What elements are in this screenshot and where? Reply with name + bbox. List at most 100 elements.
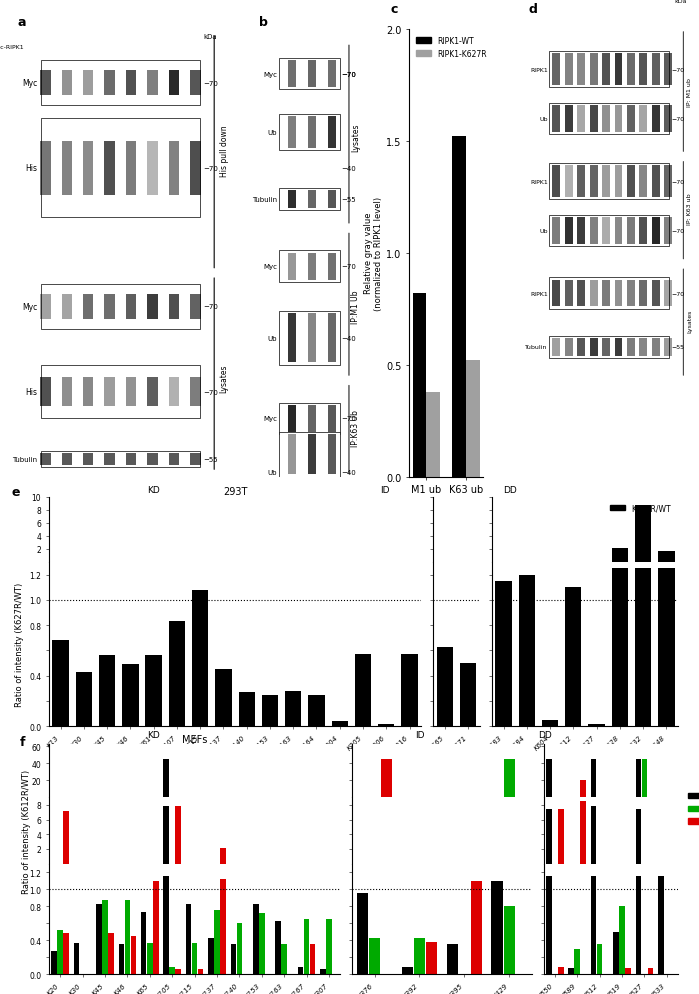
Bar bbox=[426, 392, 440, 477]
Bar bbox=[580, 801, 586, 864]
Bar bbox=[577, 338, 585, 357]
Bar bbox=[288, 434, 296, 475]
Bar bbox=[75, 672, 92, 727]
Bar bbox=[658, 569, 675, 727]
Bar bbox=[52, 641, 69, 727]
FancyBboxPatch shape bbox=[41, 451, 200, 467]
Bar bbox=[308, 695, 324, 727]
Bar bbox=[102, 901, 108, 974]
Text: −70: −70 bbox=[672, 116, 684, 122]
Bar bbox=[40, 72, 50, 95]
Bar bbox=[664, 280, 672, 307]
Bar bbox=[591, 759, 596, 797]
Bar bbox=[651, 280, 660, 307]
Bar bbox=[414, 938, 425, 974]
Bar bbox=[190, 378, 201, 407]
Bar bbox=[164, 877, 169, 974]
Bar bbox=[602, 166, 610, 198]
Bar bbox=[466, 361, 480, 477]
FancyBboxPatch shape bbox=[280, 115, 340, 150]
Legend: K627R/WT: K627R/WT bbox=[607, 501, 675, 516]
Bar bbox=[83, 72, 94, 95]
Text: Lysates: Lysates bbox=[219, 365, 229, 393]
Text: −70: −70 bbox=[203, 304, 218, 310]
Bar bbox=[147, 942, 152, 974]
Bar bbox=[552, 218, 561, 245]
Bar bbox=[591, 877, 596, 974]
Bar bbox=[640, 338, 647, 357]
Bar bbox=[565, 106, 572, 133]
Text: −70: −70 bbox=[203, 389, 218, 396]
Bar bbox=[104, 295, 115, 319]
Bar bbox=[190, 141, 201, 196]
Bar bbox=[635, 809, 641, 864]
Bar bbox=[640, 218, 647, 245]
Bar bbox=[612, 548, 628, 563]
Text: Ub: Ub bbox=[268, 129, 278, 136]
Bar bbox=[57, 930, 63, 974]
Text: −40: −40 bbox=[342, 335, 356, 342]
Bar bbox=[452, 137, 466, 477]
Bar bbox=[577, 218, 585, 245]
Bar bbox=[651, 106, 660, 133]
Bar bbox=[575, 948, 580, 974]
Bar bbox=[40, 141, 50, 196]
Bar bbox=[308, 117, 316, 148]
Bar bbox=[164, 806, 169, 864]
Bar bbox=[614, 166, 622, 198]
Bar bbox=[147, 141, 158, 196]
Bar bbox=[590, 218, 598, 245]
Bar bbox=[285, 691, 301, 727]
Bar bbox=[369, 938, 380, 974]
Bar bbox=[590, 55, 598, 85]
Bar bbox=[589, 724, 605, 727]
Text: RIPK1: RIPK1 bbox=[530, 179, 548, 185]
Y-axis label: Ratio of intensity (K612R/WT): Ratio of intensity (K612R/WT) bbox=[22, 768, 31, 893]
Bar bbox=[602, 338, 610, 357]
Bar bbox=[51, 951, 57, 974]
FancyBboxPatch shape bbox=[280, 189, 340, 211]
Bar bbox=[308, 434, 316, 475]
Bar bbox=[126, 378, 136, 407]
Bar bbox=[104, 72, 115, 95]
FancyBboxPatch shape bbox=[280, 312, 340, 365]
Bar bbox=[220, 848, 226, 864]
Text: His: His bbox=[25, 164, 37, 173]
Bar bbox=[122, 665, 138, 727]
Bar bbox=[104, 378, 115, 407]
FancyBboxPatch shape bbox=[549, 336, 669, 359]
Title: 293T: 293T bbox=[223, 486, 247, 496]
Bar bbox=[192, 590, 208, 727]
Bar bbox=[62, 378, 72, 407]
Bar bbox=[552, 55, 561, 85]
Bar bbox=[96, 904, 101, 974]
Text: ID: ID bbox=[380, 485, 389, 494]
Text: Tubulin: Tubulin bbox=[12, 456, 37, 462]
Bar bbox=[288, 314, 296, 363]
Bar bbox=[40, 295, 50, 319]
Bar bbox=[614, 218, 622, 245]
Bar bbox=[546, 759, 552, 797]
Text: Lysates: Lysates bbox=[351, 123, 360, 151]
Bar bbox=[590, 106, 598, 133]
FancyBboxPatch shape bbox=[280, 404, 340, 434]
Text: −70: −70 bbox=[203, 165, 218, 172]
FancyBboxPatch shape bbox=[280, 432, 340, 477]
Bar bbox=[308, 314, 316, 363]
Text: −40: −40 bbox=[342, 165, 356, 172]
Bar bbox=[329, 314, 336, 363]
Bar bbox=[320, 969, 326, 974]
Bar bbox=[153, 881, 159, 974]
Bar bbox=[651, 55, 660, 85]
Text: −70: −70 bbox=[342, 263, 356, 270]
Bar bbox=[145, 656, 161, 727]
Bar bbox=[190, 72, 201, 95]
Bar bbox=[503, 759, 514, 797]
Text: −70: −70 bbox=[342, 415, 356, 422]
Bar bbox=[648, 968, 654, 974]
Bar bbox=[658, 552, 675, 563]
Bar bbox=[602, 55, 610, 85]
Title: MEFs: MEFs bbox=[182, 734, 207, 744]
Y-axis label: Relative gray value
(normalized to RIPK1 level): Relative gray value (normalized to RIPK1… bbox=[364, 197, 384, 310]
Bar bbox=[168, 72, 179, 95]
